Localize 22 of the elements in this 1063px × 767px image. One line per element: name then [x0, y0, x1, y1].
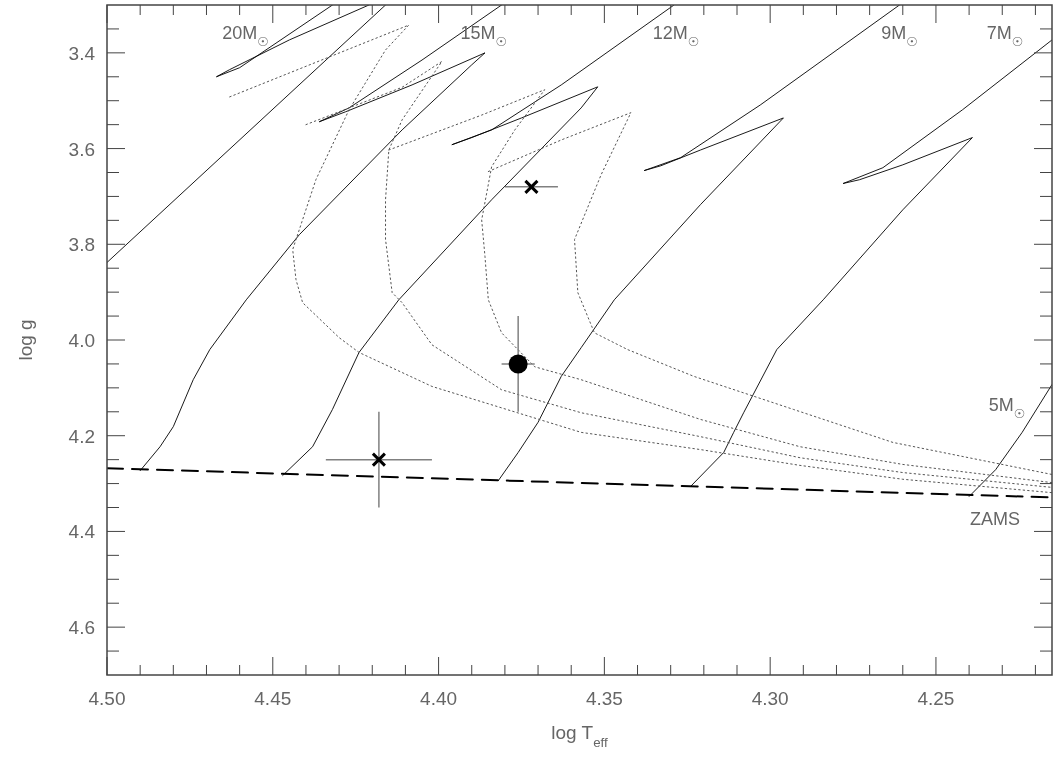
series-label: 7M$_{☉}$	[986, 22, 1024, 49]
y-tick-label: 4.4	[68, 521, 96, 543]
x-axis-title: log T$_{eff}$	[551, 722, 609, 750]
y-tick-label: 3.8	[68, 234, 95, 256]
x-tick-label: 4.30	[751, 688, 789, 709]
x-tick-label: 4.50	[88, 688, 126, 709]
x-tick-label: 4.45	[254, 688, 292, 709]
series-label: 20M$_{☉}$	[222, 23, 269, 49]
x-tick-label: 4.35	[585, 688, 623, 709]
y-tick-label: 3.4	[68, 42, 96, 64]
series-label: 12M$_{☉}$	[652, 23, 700, 49]
series-label: ZAMS	[969, 509, 1021, 530]
y-tick-label: 4.0	[68, 330, 95, 351]
y-axis-title: log g	[15, 319, 36, 361]
series-label: 9M$_{☉}$	[881, 23, 918, 49]
x-tick-label: 4.25	[917, 688, 955, 709]
series-label: 15M$_{☉}$	[460, 23, 507, 49]
y-tick-label: 4.2	[68, 425, 95, 447]
y-tick-label: 3.6	[68, 138, 95, 160]
y-tick-label: 4.6	[68, 617, 95, 639]
series-label: 5M$_{☉}$	[988, 394, 1026, 421]
x-tick-label: 4.40	[420, 688, 458, 709]
